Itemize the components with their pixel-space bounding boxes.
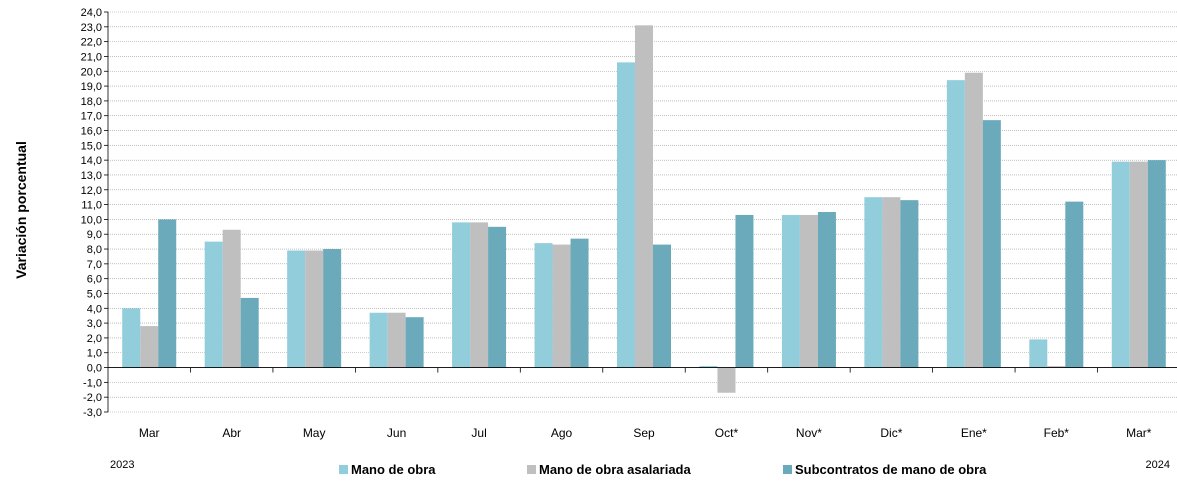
bar — [982, 120, 1001, 368]
y-tick-label: 14,0 — [81, 155, 102, 167]
y-tick-label: 12,0 — [81, 185, 102, 197]
bar — [240, 297, 259, 368]
legend-swatch — [783, 465, 792, 474]
x-category-label: Ago — [551, 426, 573, 440]
bar — [735, 214, 754, 368]
y-tick-label: 5,0 — [87, 288, 102, 300]
bar — [900, 200, 919, 368]
bar — [781, 214, 800, 368]
y-tick-label: 10,0 — [81, 214, 102, 226]
bar — [140, 326, 159, 368]
bar — [122, 308, 141, 368]
start-year-label: 2023 — [110, 459, 134, 471]
y-tick-label: 15,0 — [81, 140, 102, 152]
x-category-label: Abr — [222, 426, 241, 440]
bar — [635, 25, 653, 368]
x-category-label: Mar — [139, 426, 160, 440]
y-tick-label: 23,0 — [81, 22, 102, 34]
x-category-label: Oct* — [715, 426, 739, 440]
bar — [653, 244, 671, 368]
x-category-label: Feb* — [1044, 426, 1070, 440]
bar — [287, 250, 306, 368]
y-tick-label: 11,0 — [81, 200, 102, 212]
x-category-label: Mar* — [1126, 426, 1152, 440]
x-category-label: Jul — [471, 426, 486, 440]
bar — [552, 244, 571, 368]
x-category-label: May — [303, 426, 326, 440]
bar — [222, 229, 241, 368]
y-tick-label: 16,0 — [81, 126, 102, 138]
y-tick-label: 9,0 — [87, 229, 102, 241]
y-axis-label: Variación porcentual — [13, 141, 29, 279]
legend-label: Subcontratos de mano de obra — [795, 462, 987, 477]
bar — [699, 366, 718, 368]
bar — [1111, 161, 1130, 368]
x-category-label: Jun — [387, 426, 406, 440]
y-tick-label: 8,0 — [87, 244, 102, 256]
y-tick-label: 2,0 — [87, 333, 102, 345]
y-tick-label: 0,0 — [87, 363, 102, 375]
legend-label: Mano de obra — [351, 462, 436, 477]
bar — [452, 222, 471, 368]
x-axis-categories: Mar Abr May Jun Jul Ago Sep Oct* Nov* Dic* Ene* Feb… — [139, 367, 1152, 440]
bar — [946, 80, 965, 368]
legend-swatch — [339, 465, 348, 474]
y-tick-label: 18,0 — [81, 96, 102, 108]
bar — [1129, 161, 1148, 368]
axes — [107, 12, 1177, 412]
bar — [488, 226, 507, 368]
legend-label: Mano de obra asalariada — [539, 462, 691, 477]
bar — [799, 214, 818, 368]
y-tick-label: 4,0 — [87, 303, 102, 315]
bar — [305, 250, 324, 368]
x-category-label: Ene* — [961, 426, 987, 440]
y-tick-label: 1,0 — [87, 348, 102, 360]
bar — [617, 62, 635, 368]
y-tick-label: 6,0 — [87, 274, 102, 286]
y-tick-label: 7,0 — [87, 259, 102, 271]
y-tick-label: -3,0 — [83, 407, 102, 419]
legend: Mano de obra Mano de obra asalariada Subco… — [339, 462, 987, 477]
bar — [470, 222, 489, 368]
bar — [387, 312, 406, 368]
x-category-label: Nov* — [796, 426, 822, 440]
y-tick-label: 24,0 — [81, 7, 102, 19]
y-tick-label: 20,0 — [81, 66, 102, 78]
bar — [204, 241, 223, 368]
y-tick-label: 17,0 — [81, 111, 102, 123]
bars — [122, 25, 1166, 393]
y-tick-label: 13,0 — [81, 170, 102, 182]
bar — [158, 219, 177, 368]
bar — [534, 243, 553, 368]
y-tick-label: 21,0 — [81, 51, 102, 63]
bar — [570, 238, 589, 368]
bar — [964, 72, 983, 368]
bar — [323, 249, 342, 368]
bar — [1029, 339, 1048, 368]
bar — [1065, 201, 1084, 368]
bar — [864, 197, 883, 368]
bar — [1147, 160, 1166, 368]
bar — [1047, 366, 1066, 368]
x-category-label: Sep — [633, 426, 655, 440]
y-tick-label: 19,0 — [81, 81, 102, 93]
bar — [369, 312, 388, 368]
y-tick-label: -2,0 — [83, 392, 102, 404]
y-tick-label: -1,0 — [83, 377, 102, 389]
bar — [405, 317, 424, 368]
y-axis-ticks: -3,0 -2,0 -1,0 0,0 1,0 2,0 3,0 4,0 5,0 6,0 7,0 8,0 9… — [81, 7, 108, 419]
bar — [817, 212, 836, 368]
y-tick-label: 3,0 — [87, 318, 102, 330]
bar — [717, 367, 736, 393]
x-category-label: Dic* — [880, 426, 902, 440]
legend-swatch — [527, 465, 536, 474]
bar — [882, 197, 901, 368]
y-tick-label: 22,0 — [81, 37, 102, 49]
end-year-label: 2024 — [1146, 459, 1170, 471]
